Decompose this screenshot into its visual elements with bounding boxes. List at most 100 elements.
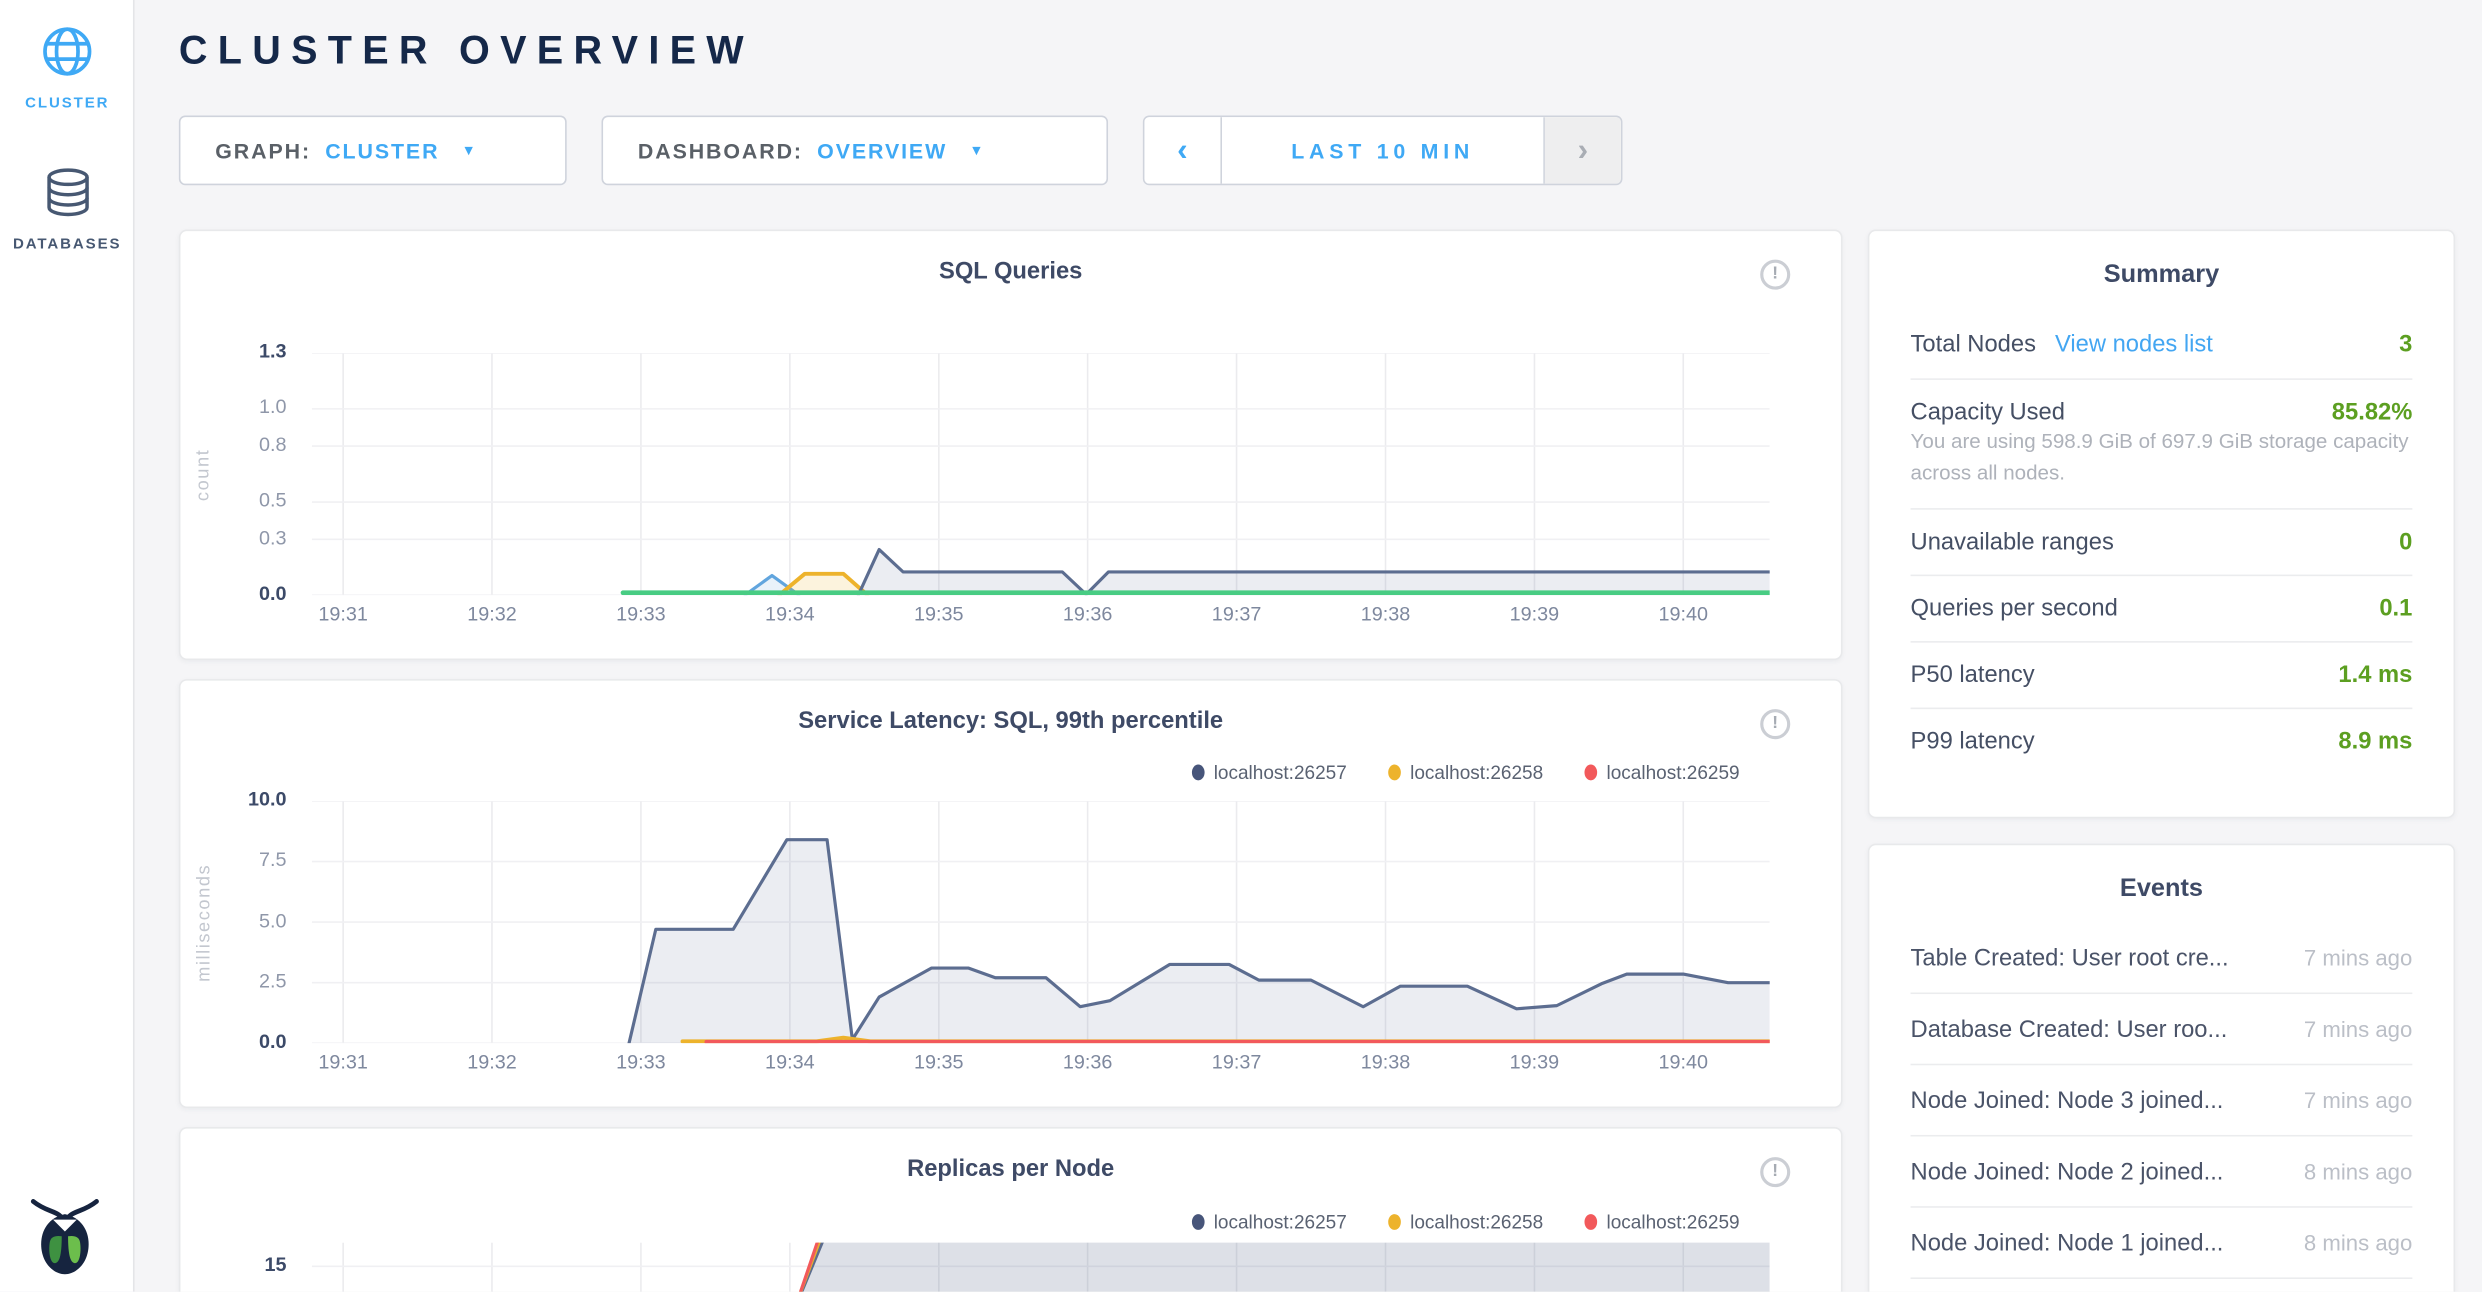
events-panel: Events Table Created: User root cre... 7… [1868, 844, 2455, 1292]
legend-item[interactable]: localhost:26257 [1192, 1211, 1347, 1233]
legend-item[interactable]: localhost:26258 [1388, 1211, 1543, 1233]
event-time: 7 mins ago [2304, 1087, 2412, 1112]
graph-dropdown-value: CLUSTER [325, 139, 439, 163]
x-tick-label: 19:40 [1659, 603, 1709, 625]
legend-item[interactable]: localhost:26259 [1584, 761, 1739, 783]
events-rows: Table Created: User root cre... 7 mins a… [1911, 923, 2413, 1279]
event-row[interactable]: Database Created: User roo... 7 mins ago [1911, 994, 2413, 1065]
legend-label: localhost:26257 [1214, 761, 1347, 783]
y-tick-label: 15 [264, 1254, 286, 1276]
x-tick-label: 19:31 [318, 603, 368, 625]
event-row[interactable]: Table Created: User root cre... 7 mins a… [1911, 923, 2413, 994]
legend-item[interactable]: localhost:26257 [1192, 761, 1347, 783]
cockroachdb-logo-icon [28, 1190, 101, 1275]
chart-title: Replicas per Node [180, 1156, 1840, 1183]
legend-dot-icon [1192, 765, 1205, 781]
legend-label: localhost:26259 [1607, 1211, 1740, 1233]
summary-value: 1.4 ms [2338, 662, 2412, 689]
summary-label: Total Nodes [1911, 331, 2036, 358]
summary-row-unavailable-ranges: Unavailable ranges 0 [1911, 510, 2413, 576]
summary-value: 0.1 [2379, 596, 2412, 623]
info-icon[interactable]: ! [1760, 709, 1790, 739]
summary-label: P50 latency [1911, 662, 2035, 689]
app-window: CLUSTER DATABASES CLUSTER [0, 0, 2482, 1292]
sidebar-item-label: CLUSTER [0, 95, 135, 112]
info-icon[interactable]: ! [1760, 1157, 1790, 1187]
info-icon[interactable]: ! [1760, 260, 1790, 290]
time-range-button[interactable]: LAST 10 MIN [1220, 117, 1544, 183]
y-tick-label: 5.0 [259, 909, 287, 931]
replicas-per-node-chart: 1510 19:3119:3219:3319:3419:3519:3619:37… [312, 1243, 1770, 1292]
view-nodes-list-link[interactable]: View nodes list [2055, 331, 2213, 358]
summary-value: 85.82% [2332, 399, 2413, 426]
y-tick-label: 2.5 [259, 970, 287, 992]
legend-dot-icon [1192, 1214, 1205, 1230]
x-tick-label: 19:37 [1212, 1051, 1262, 1073]
x-tick-label: 19:33 [616, 603, 666, 625]
x-tick-label: 19:38 [1361, 1051, 1411, 1073]
x-tick-label: 19:31 [318, 1051, 368, 1073]
summary-title: Summary [1911, 261, 2413, 289]
event-row[interactable]: Node Joined: Node 1 joined... 8 mins ago [1911, 1208, 2413, 1279]
chart-canvas [312, 801, 1770, 1043]
legend-item[interactable]: localhost:26259 [1584, 1211, 1739, 1233]
chart-canvas [312, 1243, 1770, 1292]
summary-value: 0 [2399, 529, 2412, 556]
x-axis-ticks: 19:3119:3219:3319:3419:3519:3619:3719:38… [312, 1051, 1770, 1083]
legend-label: localhost:26257 [1214, 1211, 1347, 1233]
sidebar-item-databases[interactable]: DATABASES [0, 168, 135, 253]
y-tick-label: 0.8 [259, 433, 287, 455]
legend-dot-icon [1584, 765, 1597, 781]
event-time: 8 mins ago [2304, 1229, 2412, 1254]
summary-label: Queries per second [1911, 596, 2118, 623]
event-time: 7 mins ago [2304, 1015, 2412, 1040]
summary-value: 3 [2399, 331, 2412, 358]
summary-row-total-nodes: Total Nodes View nodes list 3 [1911, 312, 2413, 380]
y-tick-label: 7.5 [259, 849, 287, 871]
event-row[interactable]: Node Joined: Node 2 joined... 8 mins ago [1911, 1137, 2413, 1208]
x-tick-label: 19:32 [467, 603, 517, 625]
x-axis-ticks: 19:3119:3219:3319:3419:3519:3619:3719:38… [312, 603, 1770, 635]
event-time: 7 mins ago [2304, 944, 2412, 969]
time-next-button[interactable]: › [1545, 117, 1621, 183]
sql-queries-chart: count 1.31.00.80.50.30.0 19:3119:3219:33… [312, 353, 1770, 595]
graph-dropdown[interactable]: GRAPH: CLUSTER ▼ [179, 116, 567, 186]
x-tick-label: 19:36 [1063, 1051, 1113, 1073]
legend-label: localhost:26258 [1410, 1211, 1543, 1233]
chart-legend: localhost:26257 localhost:26258 localhost:… [1192, 1211, 1740, 1233]
dashboard-dropdown-value: OVERVIEW [817, 139, 947, 163]
x-tick-label: 19:37 [1212, 603, 1262, 625]
y-tick-label: 0.0 [259, 583, 287, 605]
y-axis-label: milliseconds [192, 801, 217, 1043]
legend-dot-icon [1388, 765, 1401, 781]
x-tick-label: 19:40 [1659, 1051, 1709, 1073]
database-icon [44, 168, 91, 227]
summary-label: Unavailable ranges [1911, 529, 2114, 556]
y-tick-label: 1.0 [259, 396, 287, 418]
legend-dot-icon [1584, 1214, 1597, 1230]
time-prev-button[interactable]: ‹ [1144, 117, 1220, 183]
x-tick-label: 19:38 [1361, 603, 1411, 625]
y-tick-label: 0.0 [259, 1030, 287, 1052]
sql-queries-panel: SQL Queries ! count 1.31.00.80.50.30.0 1… [179, 230, 1843, 661]
legend-item[interactable]: localhost:26258 [1388, 761, 1543, 783]
x-tick-label: 19:34 [765, 1051, 815, 1073]
x-tick-label: 19:33 [616, 1051, 666, 1073]
sidebar-item-cluster[interactable]: CLUSTER [0, 25, 135, 112]
dashboard-dropdown[interactable]: DASHBOARD: OVERVIEW ▼ [602, 116, 1109, 186]
x-tick-label: 19:39 [1510, 603, 1560, 625]
y-axis-ticks: 1.31.00.80.50.30.0 [226, 353, 299, 595]
event-title: Node Joined: Node 1 joined... [1911, 1229, 2224, 1256]
service-latency-chart: milliseconds 10.07.55.02.50.0 19:3119:32… [312, 801, 1770, 1043]
x-tick-label: 19:35 [914, 1051, 964, 1073]
summary-rows: Total Nodes View nodes list 3 Capacity Us… [1911, 312, 2413, 775]
legend-label: localhost:26258 [1410, 761, 1543, 783]
summary-label: P99 latency [1911, 729, 2035, 756]
summary-row-p99: P99 latency 8.9 ms [1911, 710, 2413, 775]
y-axis-ticks: 10.07.55.02.50.0 [226, 801, 299, 1043]
event-row[interactable]: Node Joined: Node 3 joined... 7 mins ago [1911, 1065, 2413, 1136]
x-tick-label: 19:35 [914, 603, 964, 625]
event-title: Table Created: User root cre... [1911, 944, 2229, 971]
summary-row-capacity: Capacity Used 85.82% You are using 598.9… [1911, 380, 2413, 510]
chevron-down-icon: ▼ [969, 142, 985, 158]
